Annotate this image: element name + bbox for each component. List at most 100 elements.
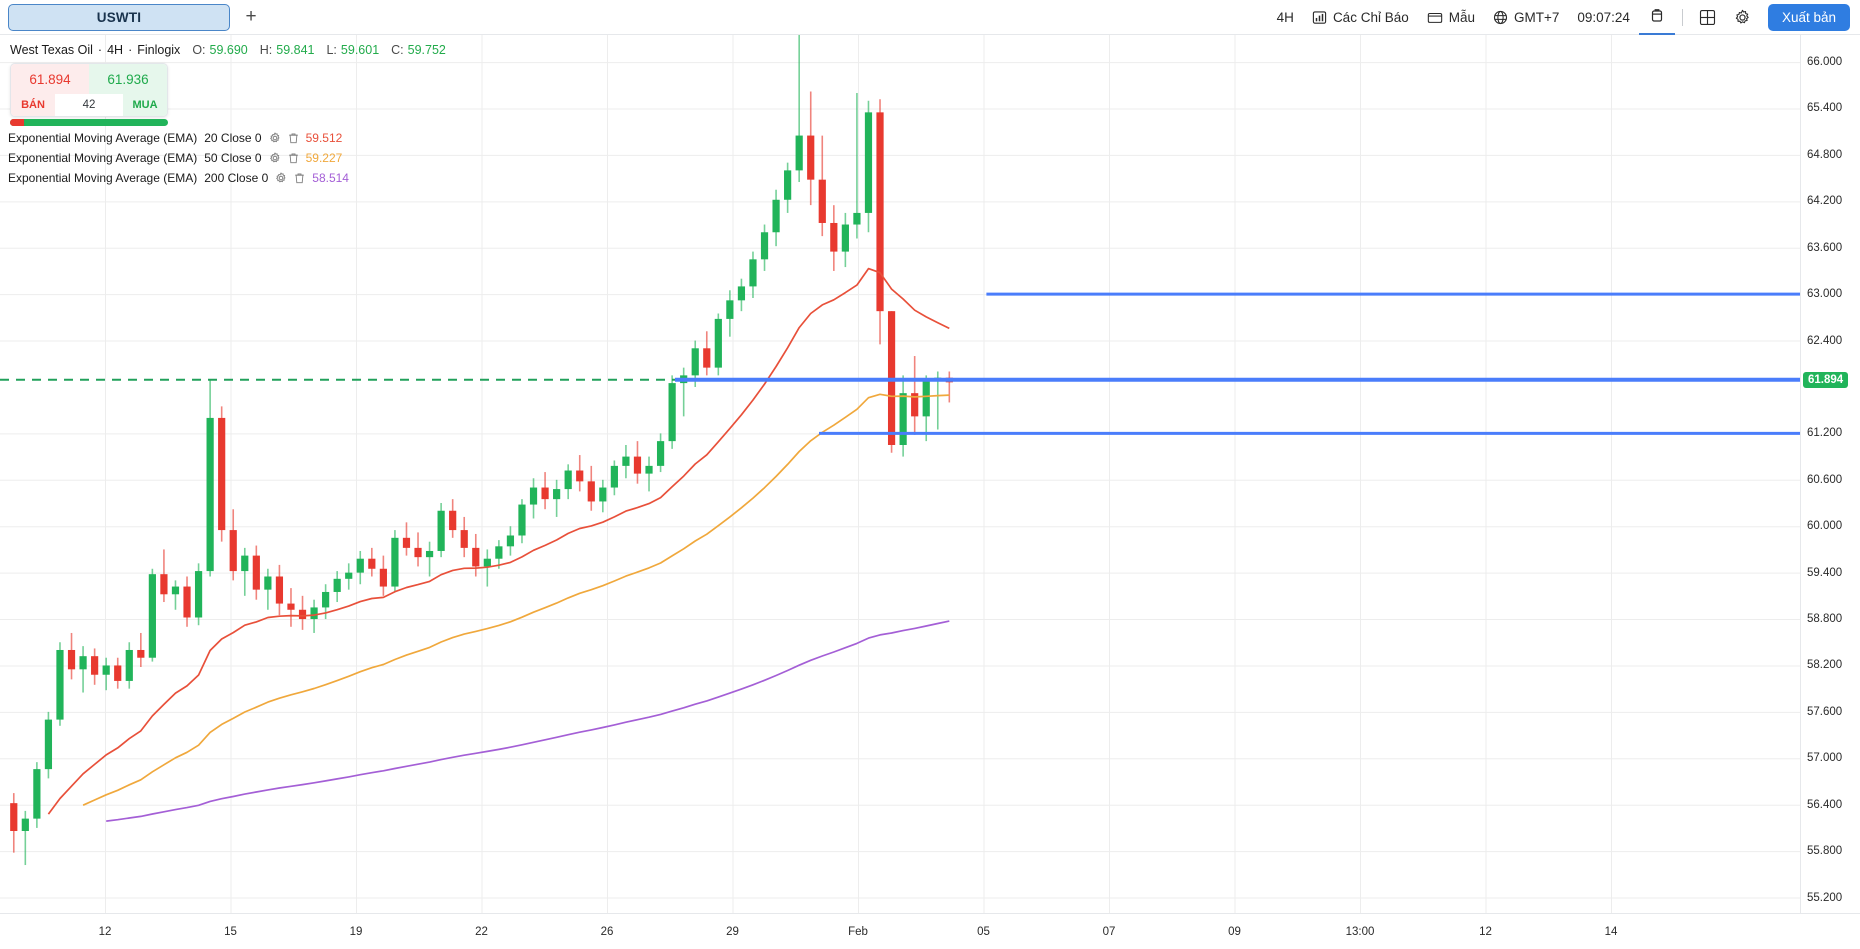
indicator-name: Exponential Moving Average (EMA) [8, 151, 198, 165]
info-separator-2: · [128, 43, 133, 57]
price-tick: 62.400 [1807, 334, 1843, 347]
indicator-legend-row[interactable]: Exponential Moving Average (EMA) 20 Close… [8, 128, 349, 148]
layout-grid-button[interactable] [1690, 0, 1725, 35]
gear-icon[interactable] [269, 152, 281, 164]
candlestick [171, 580, 180, 610]
price-tick: 64.800 [1807, 148, 1843, 161]
time-axis[interactable]: 12 15 19 22 26 29 Feb 05 07 09 13:00 12 14 [0, 913, 1860, 949]
symbol-tab-uswti[interactable]: USWTI [8, 3, 230, 31]
candlestick [125, 642, 133, 689]
candlestick [333, 571, 341, 603]
candlestick [241, 547, 249, 596]
candlestick [310, 599, 318, 633]
candlestick [668, 375, 676, 449]
time-tick: 13:00 [1345, 926, 1375, 938]
candlestick [541, 472, 549, 510]
indicator-params: 50 Close 0 [204, 151, 262, 165]
info-provider: Finlogix [137, 43, 181, 57]
candlestick [460, 516, 468, 558]
candlestick [79, 646, 87, 693]
gear-icon [1734, 9, 1751, 26]
ohlc-high: H: 59.841 [260, 43, 315, 57]
sell-button[interactable]: BÁN [11, 94, 55, 116]
trade-panel-prices: 61.894 61.936 [11, 64, 167, 94]
candlestick [472, 533, 480, 577]
candlestick [218, 406, 226, 542]
ohlc-open: O: 59.690 [192, 43, 247, 57]
timezone-label: GMT+7 [1514, 10, 1560, 25]
trash-icon[interactable] [288, 132, 299, 144]
ema50-line [82, 393, 950, 806]
low-value: 59.601 [340, 43, 380, 57]
candlestick [252, 545, 260, 600]
candlestick [425, 541, 434, 577]
candlestick [368, 547, 376, 577]
clock-display: 09:07:24 [1568, 0, 1639, 35]
price-tick: 61.200 [1807, 427, 1843, 440]
publish-button[interactable]: Xuất bản [1767, 4, 1850, 31]
candlestick [529, 478, 538, 519]
time-tick: 09 [1228, 926, 1241, 938]
candlestick [449, 499, 457, 538]
sell-price[interactable]: 61.894 [11, 64, 89, 94]
candlestick [298, 595, 307, 630]
candlestick [899, 375, 907, 457]
gear-icon[interactable] [269, 132, 281, 144]
candlestick [945, 371, 953, 403]
timeframe-button[interactable]: 4H [1268, 0, 1303, 35]
close-key: C: [391, 43, 404, 57]
candlestick [680, 367, 688, 417]
candlestick [911, 356, 919, 435]
candlestick [495, 540, 503, 569]
time-tick: 12 [1479, 926, 1492, 938]
buy-button[interactable]: MUA [123, 94, 167, 116]
gear-icon[interactable] [275, 172, 287, 184]
candlestick [760, 224, 769, 271]
chart-canvas[interactable] [0, 35, 1800, 913]
settings-button[interactable] [1725, 0, 1760, 35]
indicators-label: Các Chỉ Báo [1332, 10, 1409, 25]
candlestick [876, 99, 884, 345]
buy-price[interactable]: 61.936 [89, 64, 167, 94]
chart-style-button[interactable] [1638, 0, 1675, 35]
templates-button[interactable]: Mẫu [1418, 0, 1484, 35]
indicator-legend-row[interactable]: Exponential Moving Average (EMA) 50 Close… [8, 148, 349, 168]
symbol-tab-label: USWTI [96, 9, 142, 25]
open-value: 59.690 [209, 43, 248, 57]
trash-icon[interactable] [288, 152, 299, 164]
layout-template-icon [1427, 10, 1443, 25]
publish-label: Xuất bản [1781, 10, 1836, 25]
candlestick [356, 550, 364, 585]
candlestick [287, 588, 295, 627]
indicator-value: 58.514 [312, 171, 349, 185]
candlestick [44, 711, 53, 779]
sentiment-bar [10, 119, 168, 126]
globe-icon [1493, 10, 1508, 25]
candlestick [576, 455, 584, 492]
timezone-button[interactable]: GMT+7 [1484, 0, 1568, 35]
trade-panel[interactable]: 61.894 61.936 BÁN 42 MUA [10, 63, 168, 117]
indicator-value: 59.227 [305, 151, 343, 165]
price-tick: 66.000 [1807, 56, 1843, 69]
candlestick [656, 433, 665, 473]
instrument-name: West Texas Oil [10, 43, 93, 57]
price-axis[interactable]: 66.000 65.400 64.800 64.200 63.600 63.000 62.4… [1800, 35, 1860, 913]
add-tab-button[interactable]: + [236, 4, 266, 31]
chart-bars-icon [1312, 10, 1327, 25]
candlestick [807, 91, 815, 206]
candlestick [726, 290, 734, 337]
candlestick [622, 444, 630, 479]
indicator-legend-row[interactable]: Exponential Moving Average (EMA) 200 Clos… [8, 168, 349, 188]
candlestick [114, 657, 122, 689]
candlestick [264, 568, 272, 610]
price-tick: 58.800 [1807, 613, 1843, 626]
price-tick: 63.000 [1807, 288, 1843, 301]
trash-icon[interactable] [294, 172, 305, 184]
price-tick: 60.000 [1807, 520, 1843, 533]
time-tick: Feb [848, 926, 868, 938]
candlestick [183, 576, 191, 627]
indicators-button[interactable]: Các Chỉ Báo [1303, 0, 1418, 35]
price-tick: 56.400 [1807, 798, 1843, 811]
ohlc-close: C: 59.752 [391, 43, 446, 57]
